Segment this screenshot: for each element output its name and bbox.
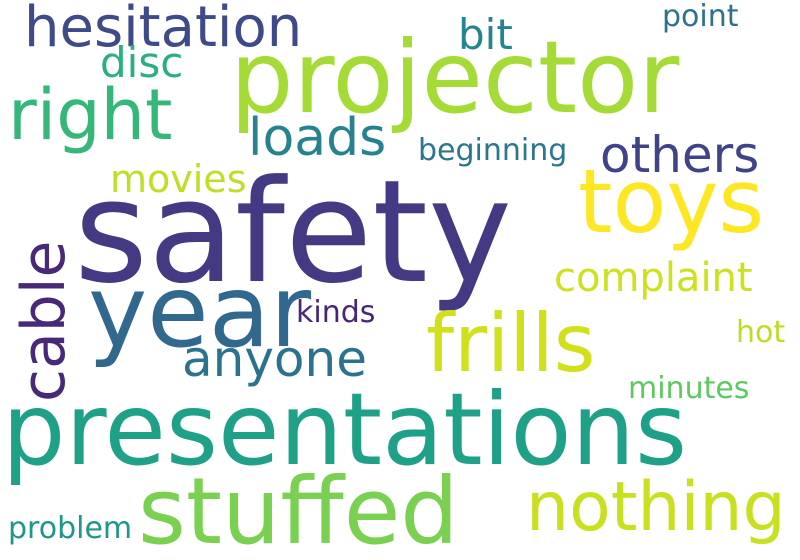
word-stuffed: stuffed [138,458,459,560]
word-safety: safety [74,150,513,315]
word-projector: projector [230,19,680,136]
word-cable: cable [9,240,79,402]
word-beginning: beginning [418,133,568,168]
word-presentations: presentations [2,371,688,488]
word-disc: disc [100,38,184,87]
word-hesitation: hesitation [24,0,303,60]
word-movies: movies [110,157,247,201]
word-bit: bit [458,10,513,59]
word-problem: problem [8,511,133,546]
word-others: others [600,126,760,184]
word-anyone: anyone [182,330,367,388]
word-nothing: nothing [526,468,786,547]
word-complaint: complaint [554,255,753,301]
word-loads: loads [248,108,387,168]
word-frills: frills [426,297,596,390]
word-toys: toys [578,150,765,253]
word-minutes: minutes [628,371,750,406]
word-kinds: kinds [296,295,376,330]
word-hot: hot [736,315,786,350]
word-right: right [8,74,173,156]
word-year: year [88,253,312,370]
word-point: point [662,0,739,34]
